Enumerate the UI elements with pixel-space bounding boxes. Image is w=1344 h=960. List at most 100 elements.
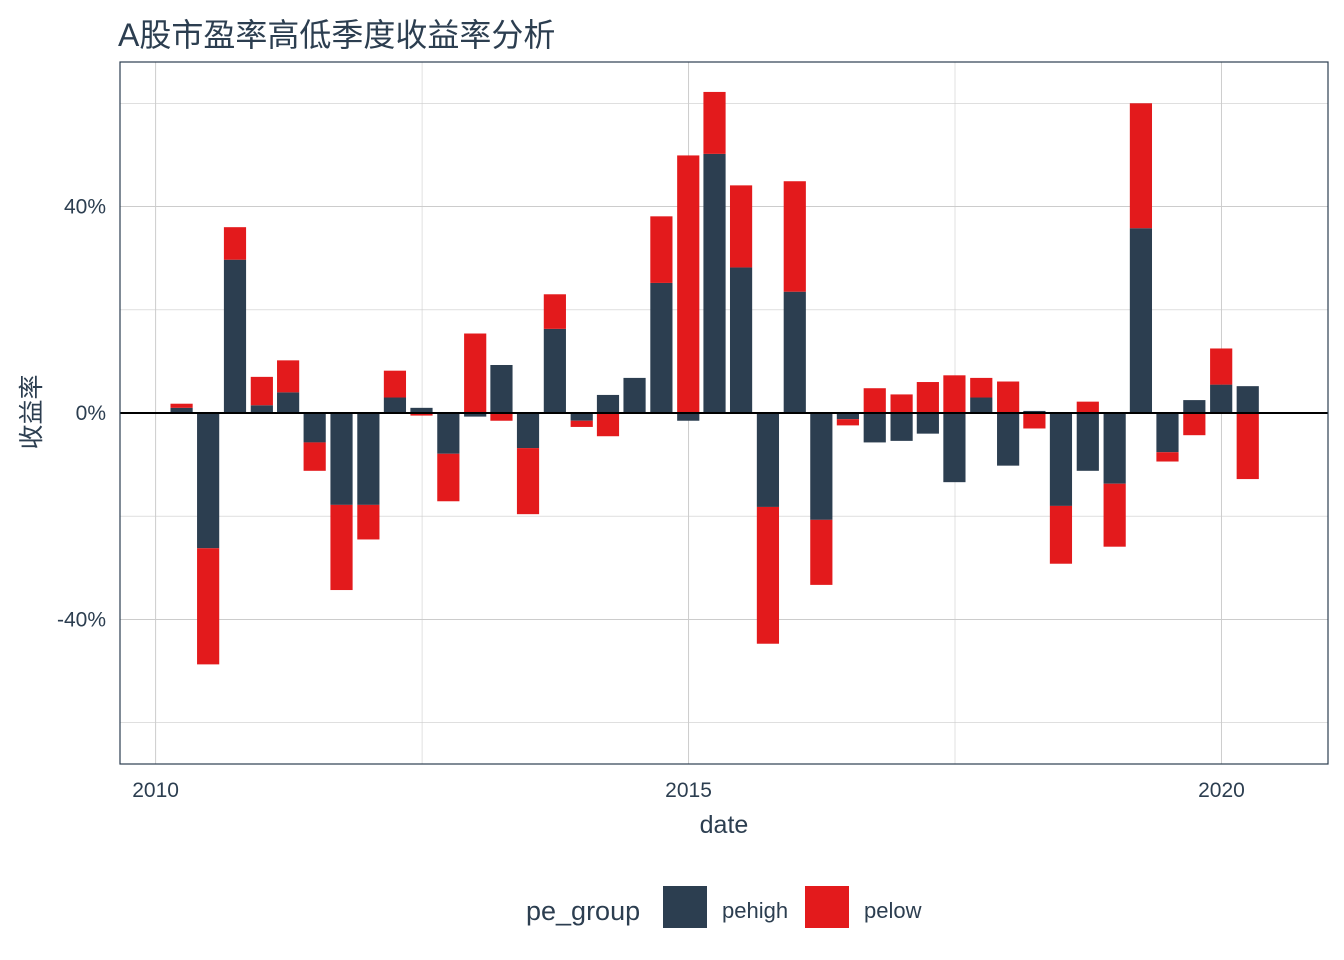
chart-title: A股市盈率高低季度收益率分析 (118, 17, 555, 53)
bar-pelow (464, 333, 487, 413)
plot-area (119, 61, 1329, 765)
bar-pelow (729, 185, 753, 268)
bar-pehigh (970, 397, 993, 413)
bar-pehigh (543, 328, 566, 413)
bar-pelow (1183, 413, 1206, 436)
legend-label-pehigh: pehigh (722, 898, 788, 923)
x-tick-label: 2015 (665, 779, 712, 802)
bar-pelow (1236, 413, 1259, 480)
legend-label-pelow: pelow (864, 898, 922, 923)
bar-pehigh (677, 413, 700, 421)
bar-pelow (943, 375, 966, 413)
bar-pehigh (1210, 384, 1233, 413)
bar-pehigh (1076, 413, 1099, 471)
bar-pelow (677, 155, 700, 413)
bar-pehigh (729, 267, 753, 413)
bar-pehigh (1156, 413, 1179, 453)
bar-pehigh (330, 413, 353, 505)
bar-pehigh (863, 413, 886, 443)
y-axis-title: 收益率 (18, 374, 46, 449)
bar-pelow (756, 506, 780, 644)
bar-pelow (410, 413, 433, 416)
bar-pelow (783, 181, 806, 292)
bar-pehigh (943, 413, 966, 483)
bar-pelow (1210, 348, 1233, 385)
bar-pelow (330, 504, 353, 591)
bar-pehigh (1023, 410, 1046, 413)
legend-title: pe_group (526, 896, 640, 926)
bar-pehigh (810, 413, 833, 520)
bar-pehigh (1103, 413, 1126, 484)
bar-pelow (890, 394, 913, 413)
bar-pelow (650, 216, 673, 283)
bar-pehigh (170, 407, 193, 413)
bar-pehigh (277, 392, 300, 413)
y-axis-ticks: -40% 0% 40% (57, 196, 106, 632)
bar-pelow (543, 294, 566, 329)
bar-pehigh (464, 413, 487, 417)
x-axis-ticks: 2010 2015 2020 (132, 779, 1245, 802)
bar-pelow (516, 448, 540, 515)
bar-pehigh (890, 413, 913, 441)
bar-pehigh (490, 364, 513, 413)
legend-swatch-pehigh (663, 886, 707, 928)
bar-pelow (357, 504, 380, 540)
bar-pehigh (516, 413, 540, 449)
bar-pelow (810, 519, 833, 585)
bar-pelow (997, 381, 1020, 413)
bar-pehigh (783, 291, 806, 413)
bar-pehigh (383, 397, 407, 413)
bar-pelow (1103, 483, 1126, 547)
bar-pehigh (437, 413, 460, 454)
bar-pehigh (197, 413, 220, 549)
bar-pehigh (250, 405, 273, 413)
bar-pelow (596, 413, 620, 437)
bar-pehigh (1049, 413, 1073, 506)
bar-pehigh (1236, 386, 1259, 413)
bar-pehigh (650, 282, 673, 413)
bar-pehigh (623, 377, 646, 413)
panel-border (119, 61, 1329, 765)
y-tick-label: 0% (76, 402, 106, 425)
bar-pelow (223, 227, 247, 260)
bar-pelow (170, 403, 193, 408)
bar-pelow (490, 413, 513, 421)
bar-pelow (1156, 452, 1179, 462)
bar-pelow (916, 382, 939, 413)
bar-pelow (383, 370, 407, 398)
x-axis-title: date (700, 811, 749, 839)
bar-pelow (277, 360, 300, 393)
bar-pelow (1023, 413, 1046, 429)
bar-pehigh (756, 413, 780, 507)
bar-pehigh (916, 413, 939, 434)
bars (170, 91, 1259, 665)
bar-pehigh (223, 259, 247, 413)
bar-pehigh (357, 413, 380, 505)
bar-pehigh (303, 413, 326, 443)
bar-pelow (836, 419, 859, 426)
bar-pelow (197, 548, 220, 665)
legend: pe_group pehigh pelow (526, 886, 922, 928)
bar-pehigh (1129, 228, 1153, 413)
bar-pelow (703, 91, 726, 154)
bar-pelow (250, 376, 273, 406)
bar-pehigh (596, 394, 620, 413)
bar-pelow (863, 388, 886, 413)
bar-pelow (437, 453, 460, 502)
bar-pehigh (997, 413, 1020, 466)
x-tick-label: 2010 (132, 779, 179, 802)
bar-pehigh (836, 413, 859, 420)
bar-pelow (970, 377, 993, 398)
y-tick-label: -40% (57, 608, 106, 631)
bar-pelow (303, 442, 326, 471)
bar-pelow (570, 420, 593, 427)
bar-pehigh (570, 413, 593, 421)
bar-pelow (1129, 103, 1153, 229)
bar-pelow (1049, 505, 1073, 564)
bar-pelow (1076, 401, 1099, 413)
x-tick-label: 2020 (1198, 779, 1245, 802)
bar-pehigh (1183, 400, 1206, 413)
legend-swatch-pelow (805, 886, 849, 928)
bar-pehigh (410, 407, 433, 413)
